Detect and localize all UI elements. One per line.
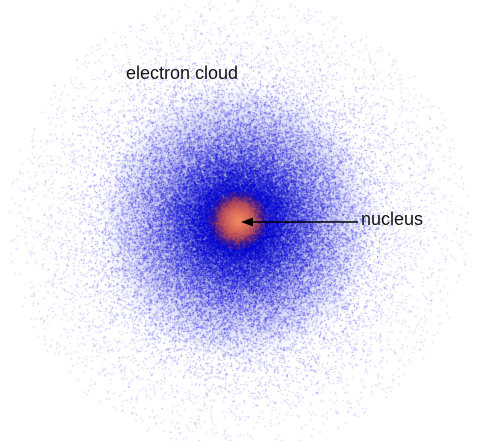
nucleus-label: nucleus <box>361 209 424 229</box>
electron-cloud-label: electron cloud <box>126 63 239 83</box>
